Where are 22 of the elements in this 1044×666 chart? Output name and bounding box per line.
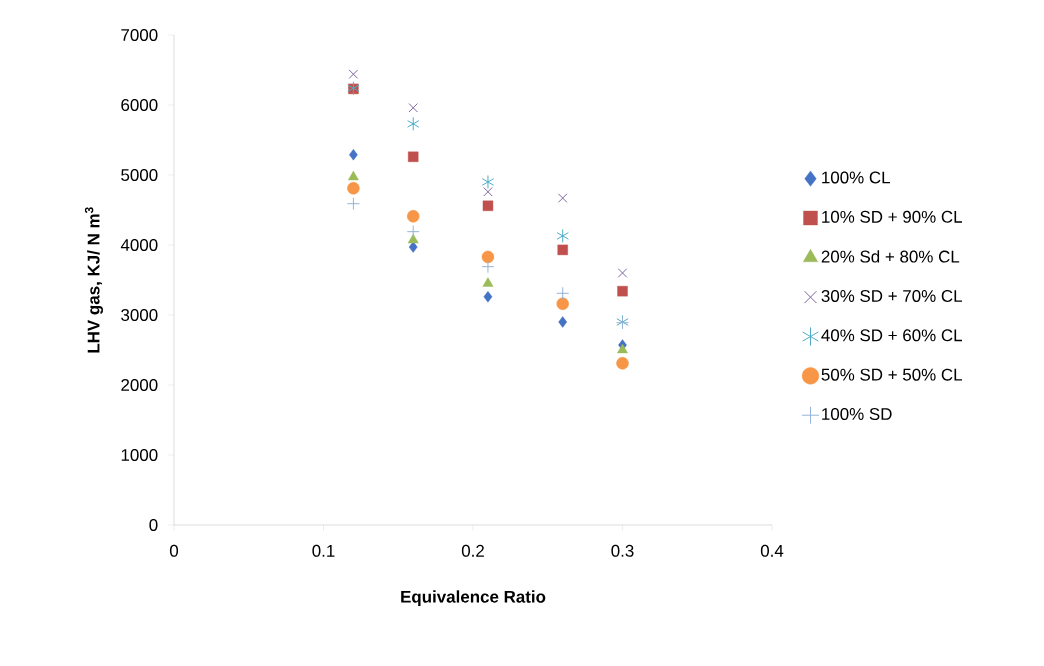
legend-label: 50% SD + 50% CL — [821, 368, 962, 381]
x-tick-label: 0.1 — [312, 544, 335, 557]
x-tick-label: 0 — [169, 544, 179, 557]
y-tick-label: 2000 — [121, 378, 158, 391]
y-axis-title: LHV gas, KJ/ N m$^{3}$ — [84, 207, 103, 353]
x-tick-label: 0.3 — [611, 544, 634, 557]
legend-label: 10% SD + 90% CL — [822, 210, 962, 223]
y-tick-label: 7000 — [121, 28, 158, 41]
x-tick-label: 0.2 — [461, 544, 484, 557]
y-tick-label: 6000 — [121, 98, 158, 111]
legend-label: 40% SD + 60% CL — [821, 329, 962, 342]
y-tick-label: 1000 — [121, 448, 158, 461]
legend-label: 100% SD — [822, 408, 892, 421]
x-axis-title: Equivalence Ratio — [401, 590, 546, 607]
y-tick-label: 3000 — [121, 308, 158, 321]
y-tick-label: 0 — [149, 518, 158, 531]
legend-label: 100% CL — [822, 171, 890, 184]
legend-label: 30% SD + 70% CL — [821, 289, 962, 302]
x-tick-label: 0.4 — [760, 544, 784, 557]
y-tick-label: 5000 — [121, 168, 158, 181]
legend-label: 20% Sd + 80% CL — [821, 250, 960, 263]
y-tick-label: 4000 — [120, 238, 158, 251]
